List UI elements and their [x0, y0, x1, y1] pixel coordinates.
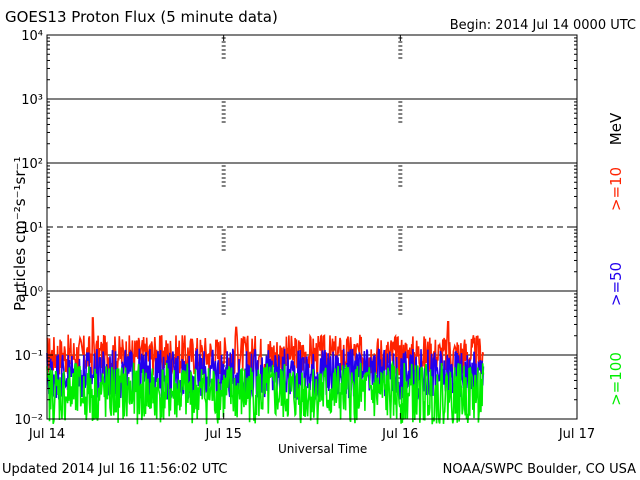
y-tick-label: 10²: [21, 157, 43, 172]
legend-series-100: >=100: [607, 352, 625, 406]
data-source: NOAA/SWPC Boulder, CO USA: [442, 462, 636, 477]
legend-series-50: >=50: [607, 261, 625, 307]
y-tick-label: 10⁰: [21, 285, 43, 300]
y-tick-label: 10³: [21, 93, 43, 108]
y-axis-label: Particles cm⁻²s⁻¹sr⁻¹: [11, 156, 29, 311]
x-axis-label: Universal Time: [278, 442, 368, 456]
x-tick-label: Jul 15: [204, 427, 241, 442]
updated-timestamp: Updated 2014 Jul 16 11:56:02 UTC: [2, 462, 228, 477]
x-tick-label: Jul 14: [28, 427, 65, 442]
legend-series-10: >=10: [607, 166, 625, 212]
y-tick-label: 10⁴: [21, 29, 43, 44]
y-tick-label: 10⁻²: [14, 413, 43, 428]
y-tick-label: 10¹: [21, 221, 43, 236]
series-line-2: [46, 360, 485, 425]
chart-title: GOES13 Proton Flux (5 minute data): [5, 8, 278, 26]
begin-time-label: Begin: 2014 Jul 14 0000 UTC: [449, 18, 636, 33]
x-tick-label: Jul 17: [558, 427, 595, 442]
units-label: MeV: [607, 112, 625, 146]
x-tick-label: Jul 16: [381, 427, 418, 442]
y-tick-label: 10⁻¹: [14, 349, 43, 364]
